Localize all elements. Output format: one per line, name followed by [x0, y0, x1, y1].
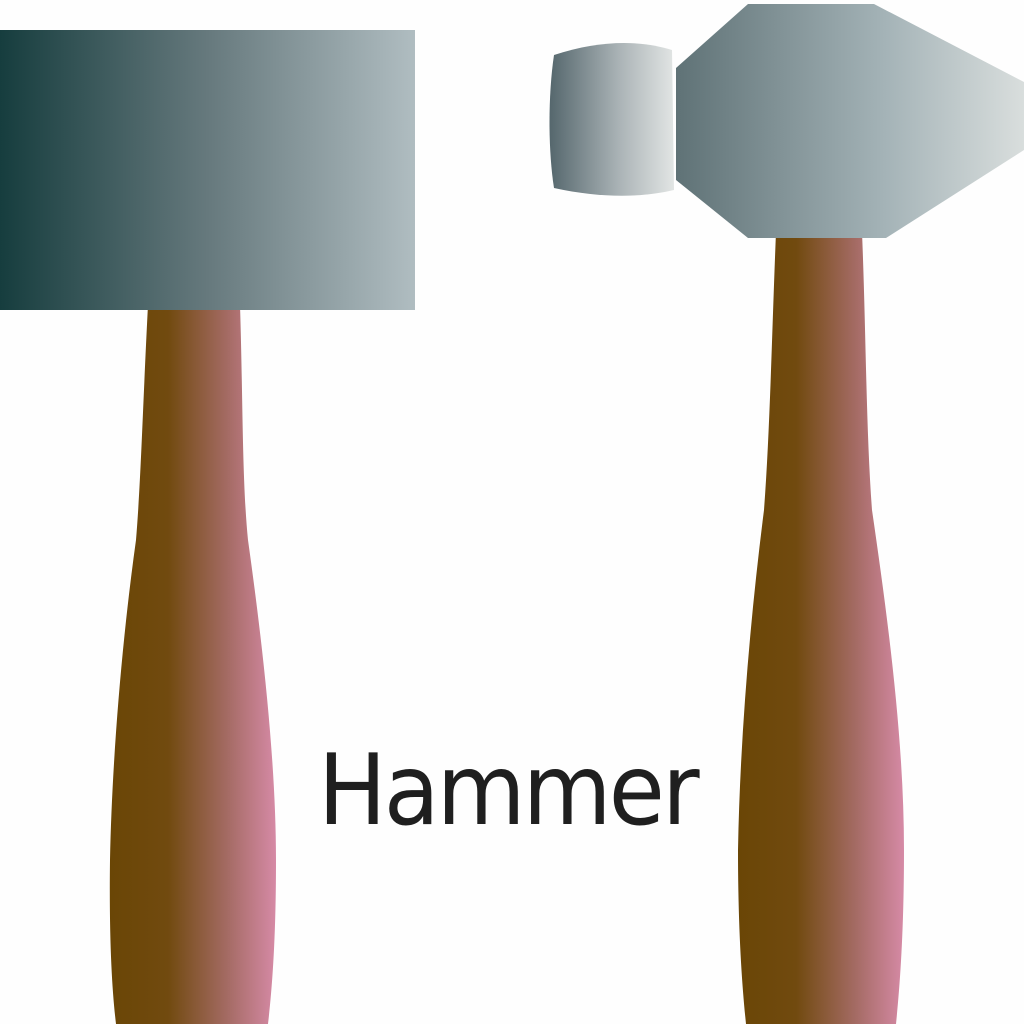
ball-peen-handle	[738, 232, 904, 1024]
sledgehammer-handle	[109, 305, 276, 1024]
ball-peen-head	[676, 4, 1024, 238]
ball-peen-peen	[549, 43, 674, 196]
sledgehammer-icon	[0, 30, 415, 1024]
sledgehammer-head	[0, 30, 415, 310]
hammer-caption: Hammer	[318, 734, 700, 848]
ball-peen-hammer-icon	[549, 4, 1024, 1024]
